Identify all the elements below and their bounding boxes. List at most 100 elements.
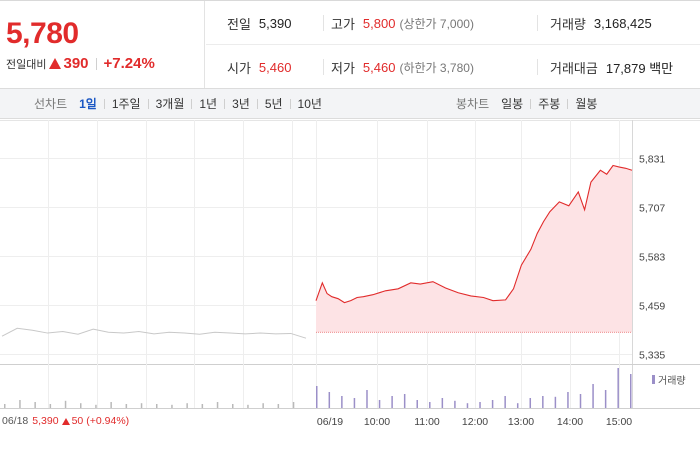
stat-volume: 거래량 3,168,425 [537, 15, 652, 32]
up-triangle-icon [49, 58, 62, 69]
volume-bar-today [366, 390, 368, 408]
volume-bar-today [529, 398, 532, 408]
stat-label: 시가 [227, 60, 251, 76]
current-price: 5,780 [6, 17, 79, 50]
line-range-tab-2[interactable]: 3개월 [155, 97, 185, 111]
y-tick-label: 5,459 [639, 301, 665, 313]
price-box: 5,780 전일대비 390 +7.24% [0, 1, 205, 89]
line-range-tab-0[interactable]: 1일 [79, 97, 97, 111]
volume-bar-today [579, 394, 582, 408]
candle-period-tab-0[interactable]: 일봉 [501, 97, 524, 111]
change-amount: 390 [63, 55, 89, 72]
volume-bar-today [542, 396, 544, 408]
prev-day-date: 06/18 [2, 415, 29, 427]
volume-bar-today [391, 396, 393, 408]
stat-value: 17,879 백만 [605, 60, 674, 76]
candle-period-tab-1[interactable]: 주봉 [538, 97, 561, 111]
x-tick-label: 14:00 [557, 416, 583, 428]
line-chart-tabs: 선차트 1일 1주일 3개월 1년 3년 5년 10년 [34, 89, 322, 118]
quote-panel: 5,780 전일대비 390 +7.24% 전일 5,390 고가 5,800 … [0, 0, 700, 89]
change-label: 전일대비 [6, 58, 47, 71]
stat-row: 시가 5,460 저가 5,460 (하한가 3,780) 거래대금 17,87… [206, 45, 700, 89]
prev-day-info: 06/18 5,390 50 (+0.94%) [2, 415, 129, 427]
stat-row: 전일 5,390 고가 5,800 (상한가 7,000) 거래량 3,168,… [206, 1, 700, 45]
volume-bar-today [378, 400, 381, 408]
volume-bar-prev [95, 404, 97, 408]
volume-bar-prev [4, 404, 6, 408]
volume-bar-prev [140, 403, 143, 408]
today-price-line [315, 164, 633, 304]
change-percent: +7.24% [103, 55, 155, 72]
volume-bar-today [403, 394, 406, 408]
stat-open: 시가 5,460 [227, 45, 291, 89]
volume-legend: 거래량 [652, 372, 686, 387]
divider [95, 57, 97, 70]
volume-bar-prev [49, 404, 52, 408]
volume-bar-today [441, 398, 444, 408]
line-range-tab-5[interactable]: 5년 [264, 97, 283, 111]
prev-day-line [1, 327, 307, 339]
x-tick-label: 13:00 [508, 416, 534, 428]
x-tick-label: 10:00 [364, 416, 390, 428]
stat-grid: 전일 5,390 고가 5,800 (상한가 7,000) 거래량 3,168,… [206, 1, 700, 89]
tab-divider [147, 98, 149, 109]
volume-bar-prev [171, 404, 173, 408]
volume-bar-today [604, 390, 607, 408]
volume-bar-today [617, 368, 619, 408]
tab-divider [103, 98, 105, 109]
volume-bar-today [554, 396, 557, 408]
chart-toolbar: 선차트 1일 1주일 3개월 1년 3년 5년 10년 봉차트 일봉 주봉 월봉 [0, 88, 700, 119]
volume-bar-today [567, 392, 569, 408]
stat-value: 3,168,425 [593, 15, 652, 31]
line-range-tab-3[interactable]: 1년 [199, 97, 218, 111]
prev-day-change: 50 [71, 415, 84, 427]
stat-label: 거래량 [550, 16, 586, 32]
tab-divider [289, 98, 291, 109]
line-chart-title: 선차트 [34, 97, 68, 111]
volume-bar-prev [277, 404, 280, 408]
volume-bar-today [454, 400, 456, 408]
volume-bar-prev [216, 402, 219, 408]
volume-bar-today [516, 403, 519, 408]
stat-value: 5,800 [362, 15, 396, 31]
chart-svg: 5,831 5,707 5,583 5,459 5,335 06/19 10:00 11:00… [0, 120, 700, 428]
tab-divider [256, 98, 258, 109]
candle-period-tab-2[interactable]: 월봉 [575, 97, 598, 111]
tab-divider [224, 98, 226, 109]
volume-bar-prev [247, 404, 249, 408]
candle-chart-title: 봉차트 [456, 97, 490, 111]
stat-value: 5,460 [258, 59, 292, 75]
line-range-tab-1[interactable]: 1주일 [111, 97, 141, 111]
tab-divider [191, 98, 193, 109]
stat-label: 저가 [331, 60, 355, 76]
volume-bar-prev [19, 400, 21, 408]
x-tick-label: 15:00 [606, 416, 632, 428]
stat-high: 고가 5,800 (상한가 7,000) [323, 15, 474, 32]
volume-bar-today [316, 386, 318, 408]
stat-trade-value: 거래대금 17,879 백만 [537, 59, 674, 76]
stat-value: 5,460 [362, 59, 396, 75]
stat-label: 전일 [227, 16, 251, 32]
volume-bar-today [429, 402, 431, 408]
stat-low: 저가 5,460 (하한가 3,780) [323, 59, 474, 76]
volume-bar-today [491, 400, 494, 408]
volume-bar-prev [64, 400, 67, 408]
y-tick-label: 5,707 [639, 203, 665, 215]
volume-bar-prev [156, 404, 158, 408]
stat-label: 고가 [331, 16, 355, 32]
line-range-tab-4[interactable]: 3년 [232, 97, 250, 111]
volume-bar-prev [186, 403, 188, 408]
volume-bar-today [504, 396, 506, 408]
stat-label: 거래대금 [550, 60, 598, 76]
up-triangle-icon [61, 417, 70, 425]
y-tick-label: 5,335 [639, 350, 665, 362]
stat-sub: (상한가 7,000) [399, 16, 474, 31]
volume-bar-prev [232, 404, 234, 408]
volume-bar-today [630, 374, 632, 408]
x-tick-label: 11:00 [414, 416, 440, 428]
volume-bar-today [479, 402, 481, 408]
line-range-tab-6[interactable]: 10년 [297, 97, 322, 111]
x-tick-label: 12:00 [462, 416, 488, 428]
volume-bar-today [416, 400, 418, 408]
stat-sub: (하한가 3,780) [399, 60, 474, 75]
